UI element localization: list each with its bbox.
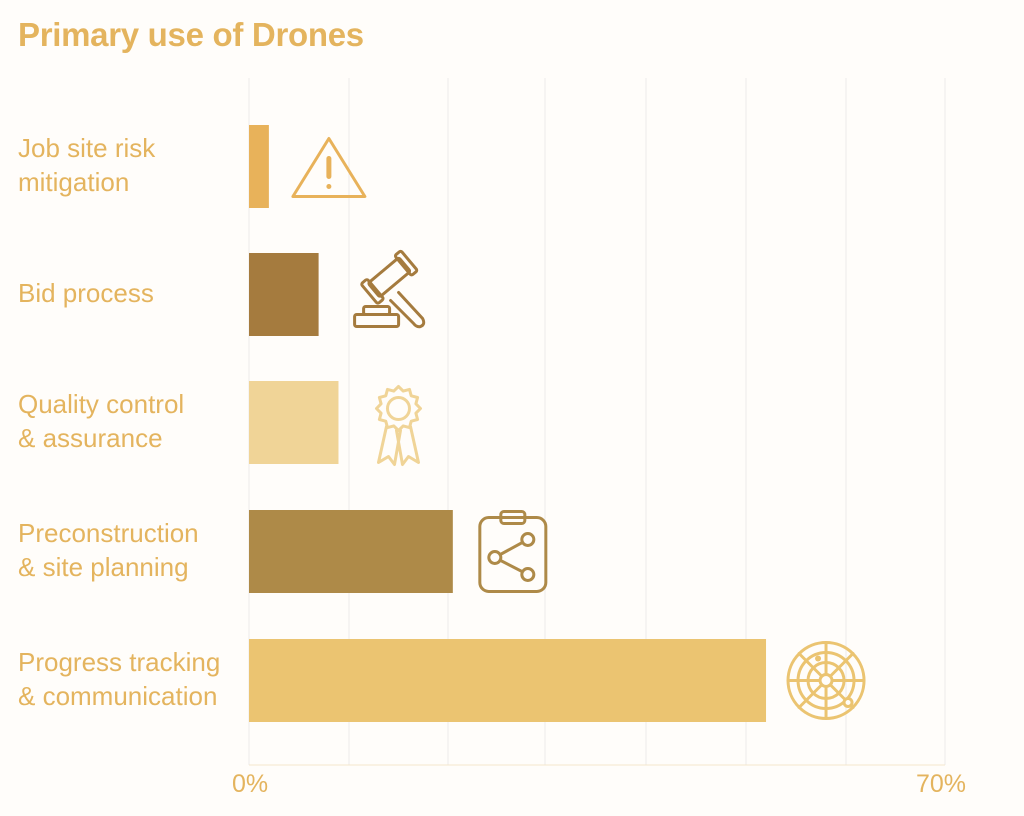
category-label: Bid process <box>18 277 154 308</box>
gavel-icon <box>353 249 426 329</box>
award-ribbon-icon <box>374 385 422 466</box>
category-label: Quality control & assurance <box>18 388 185 453</box>
bar <box>249 381 339 464</box>
radar-icon <box>786 641 866 720</box>
bar <box>249 125 269 208</box>
category-label: Preconstruction & site planning <box>18 517 199 582</box>
bar <box>249 510 453 593</box>
category-label: Progress tracking & communication <box>18 646 221 711</box>
bar <box>249 639 767 722</box>
category-label: Job site risk mitigation <box>18 132 156 197</box>
x-tick-label: 0% <box>232 770 269 798</box>
chart-title: Primary use of Drones <box>18 16 364 53</box>
warning-icon <box>291 137 367 198</box>
x-tick-label: 70% <box>916 770 967 798</box>
clipboard-share-icon <box>478 510 548 593</box>
bar <box>249 253 319 336</box>
